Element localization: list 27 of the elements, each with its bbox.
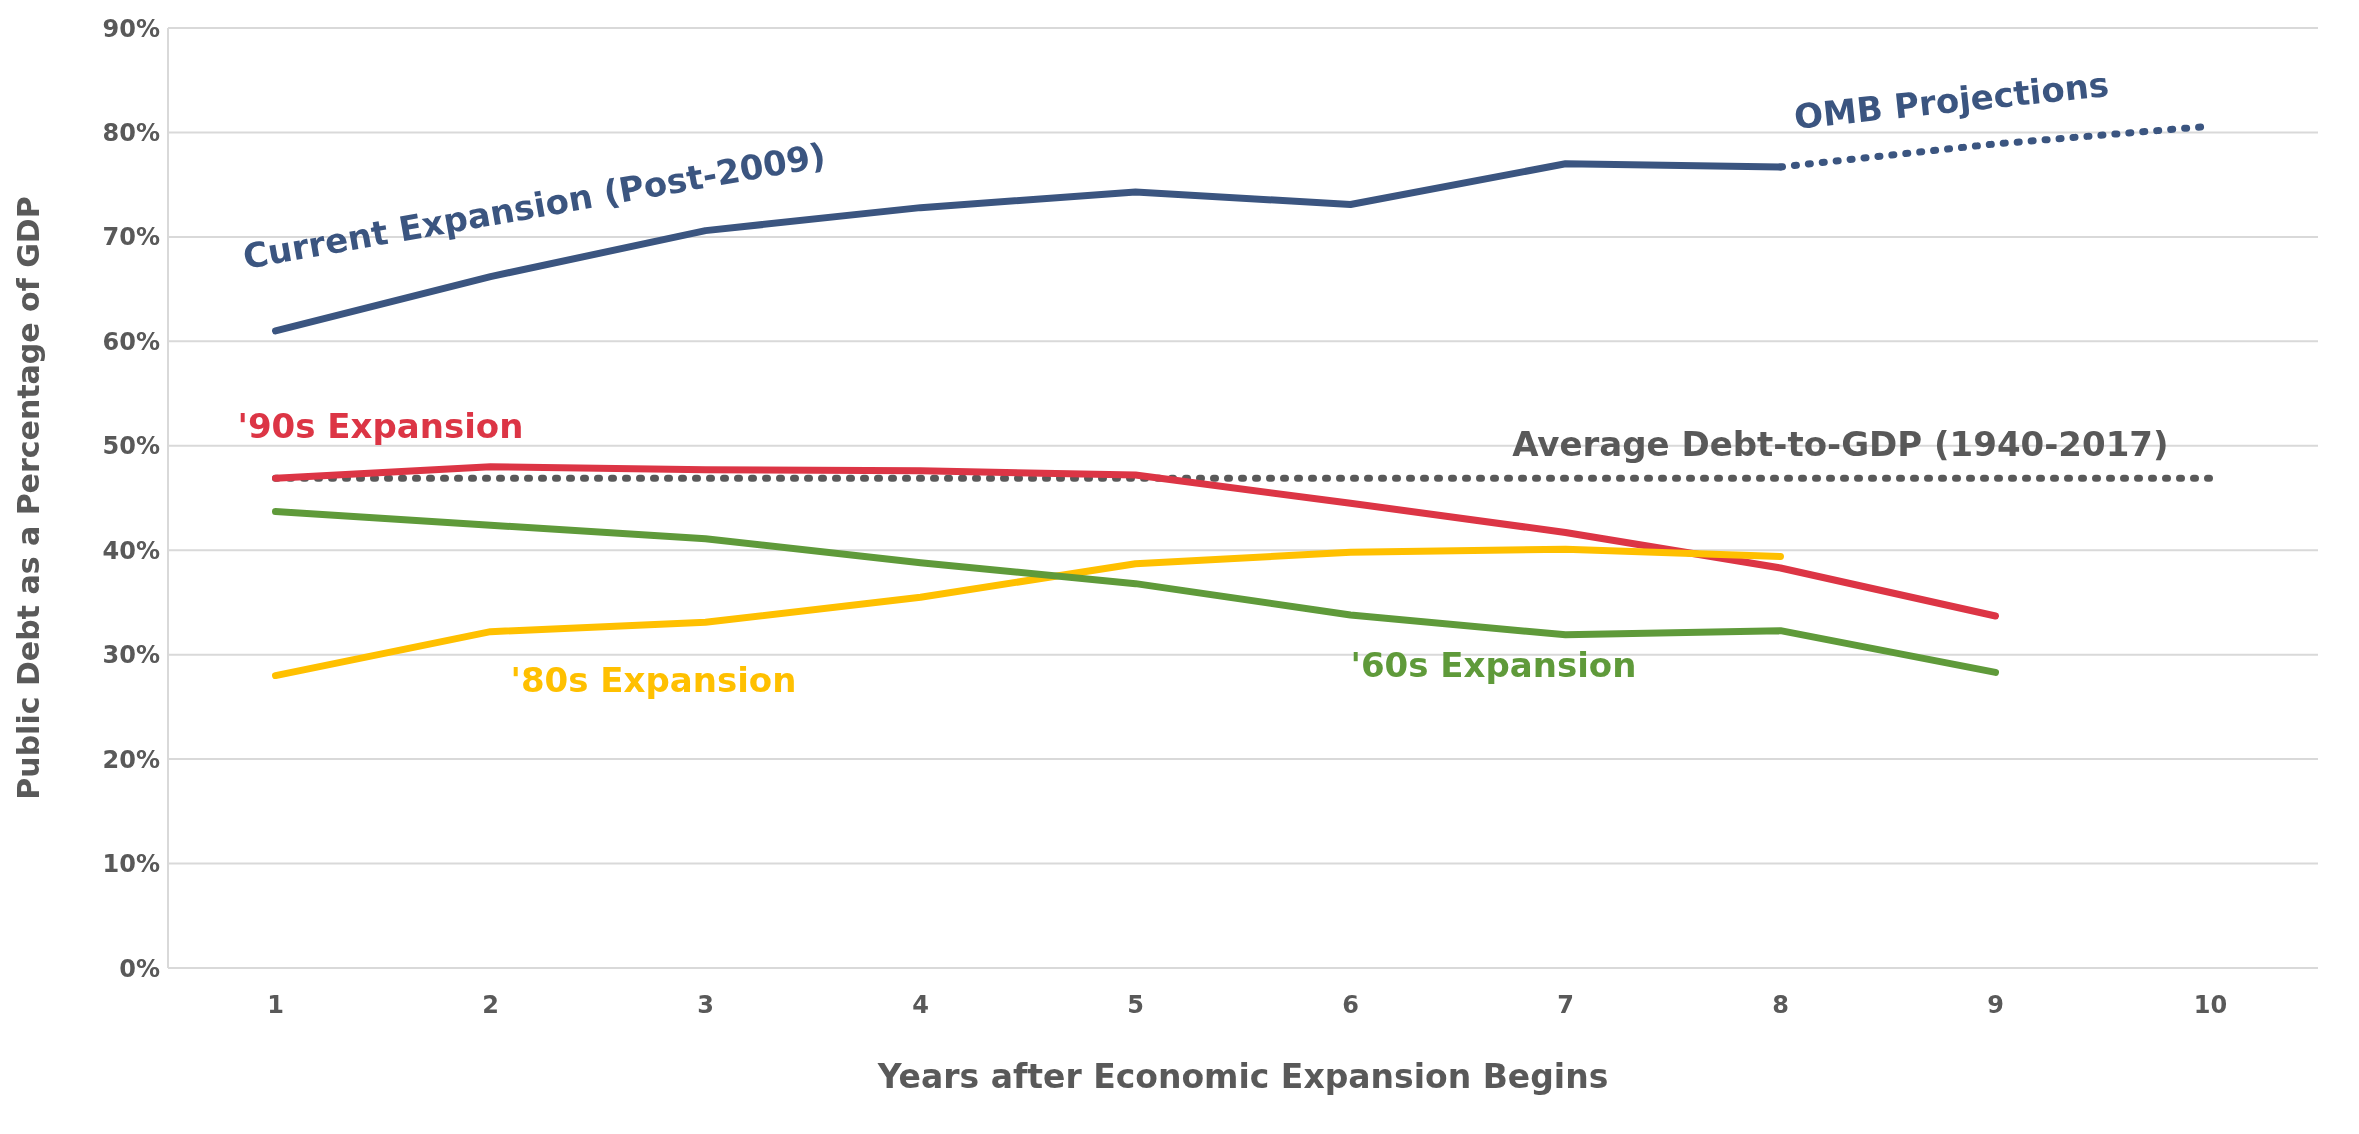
y-tick-label: 50% xyxy=(102,432,160,461)
y-tick-label: 90% xyxy=(102,14,160,43)
x-tick-label: 9 xyxy=(1987,991,2004,1020)
y-tick-label: 0% xyxy=(119,954,160,983)
text: OMB Projections xyxy=(1792,64,2111,137)
x-tick-label: 10 xyxy=(2193,991,2228,1020)
y-tick-label: 80% xyxy=(102,118,160,147)
x-tick-label: 3 xyxy=(697,991,714,1020)
ref-line-label: Average Debt-to-GDP (1940-2017) xyxy=(1512,424,2169,465)
x-tick-label: 6 xyxy=(1342,991,1359,1020)
y-tick-label: 20% xyxy=(102,745,160,774)
x-tick-label: 2 xyxy=(482,991,499,1020)
x-tick-label: 5 xyxy=(1127,991,1144,1020)
x-tick-label: 8 xyxy=(1772,991,1789,1020)
y-tick-label: 30% xyxy=(102,641,160,670)
y-tick-label: 40% xyxy=(102,536,160,565)
series-label: '80s Expansion xyxy=(510,659,797,700)
x-tick-label: 1 xyxy=(267,991,284,1020)
y-axis-title: Public Debt as a Percentage of GDP xyxy=(10,196,46,800)
x-tick-label: 7 xyxy=(1557,991,1574,1020)
series-label: '60s Expansion xyxy=(1350,644,1637,685)
x-tick-label: 4 xyxy=(912,991,929,1020)
y-tick-label: 70% xyxy=(102,223,160,252)
x-axis-title: Years after Economic Expansion Begins xyxy=(876,1057,1609,1096)
y-tick-label: 60% xyxy=(102,327,160,356)
y-tick-label: 10% xyxy=(102,850,160,879)
series-label: '90s Expansion xyxy=(237,406,524,447)
